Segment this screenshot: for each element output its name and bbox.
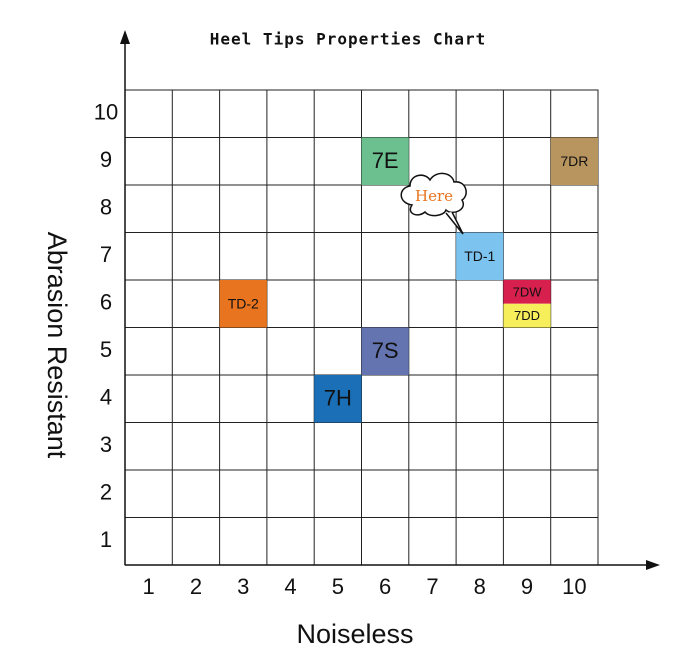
marks: 7E 7DR TD-1 TD-2 7DW 7DD 7S 7H [219,137,598,423]
y-arrow [120,30,130,44]
callout: Here [400,172,467,235]
y-tick-label: 7 [100,242,112,267]
y-axis-title: Abrasion Resistant [42,232,72,459]
x-tick-label: 9 [521,574,533,599]
x-tick-label: 6 [379,574,391,599]
cell-block [314,375,362,423]
y-tick-label: 9 [100,147,112,172]
cell-label: 7H [324,386,352,411]
y-tick-label: 1 [100,527,112,552]
y-tick-label: 5 [100,337,112,362]
cell-block [219,280,267,328]
cell-block [503,303,551,328]
cell-block [361,137,409,185]
cell-block [503,280,551,304]
x-tick-label: 8 [474,574,486,599]
y-tick-label: 2 [100,480,112,505]
cell-label: 7DD [514,308,540,323]
x-tick-label: 3 [237,574,249,599]
x-tick-label: 7 [426,574,438,599]
x-tick-label: 5 [332,574,344,599]
cell-label: 7E [372,148,399,173]
chart-title: Heel Tips Properties Chart [210,30,486,49]
cell-label: 7DW [513,284,543,299]
cell-label: TD-1 [464,248,495,264]
x-arrow [646,560,660,570]
y-tick-label: 8 [100,195,112,220]
cell-block [361,327,409,375]
cell-block [550,137,598,185]
x-axis-title: Noiseless [296,619,413,649]
annotation: Here [415,187,453,205]
cell-label: 7S [372,338,399,363]
y-tick-label: 3 [100,432,112,457]
y-tick-label: 4 [100,385,112,410]
y-tick-label: 10 [94,100,118,125]
x-tick-label: 1 [143,574,155,599]
cell-label: TD-2 [228,295,259,311]
y-tick-label: 6 [100,290,112,315]
x-tick-label: 4 [284,574,296,599]
x-tick-label: 10 [562,574,586,599]
cell-label: 7DR [560,153,588,169]
x-tick-label: 2 [190,574,202,599]
cell-block [456,232,504,280]
